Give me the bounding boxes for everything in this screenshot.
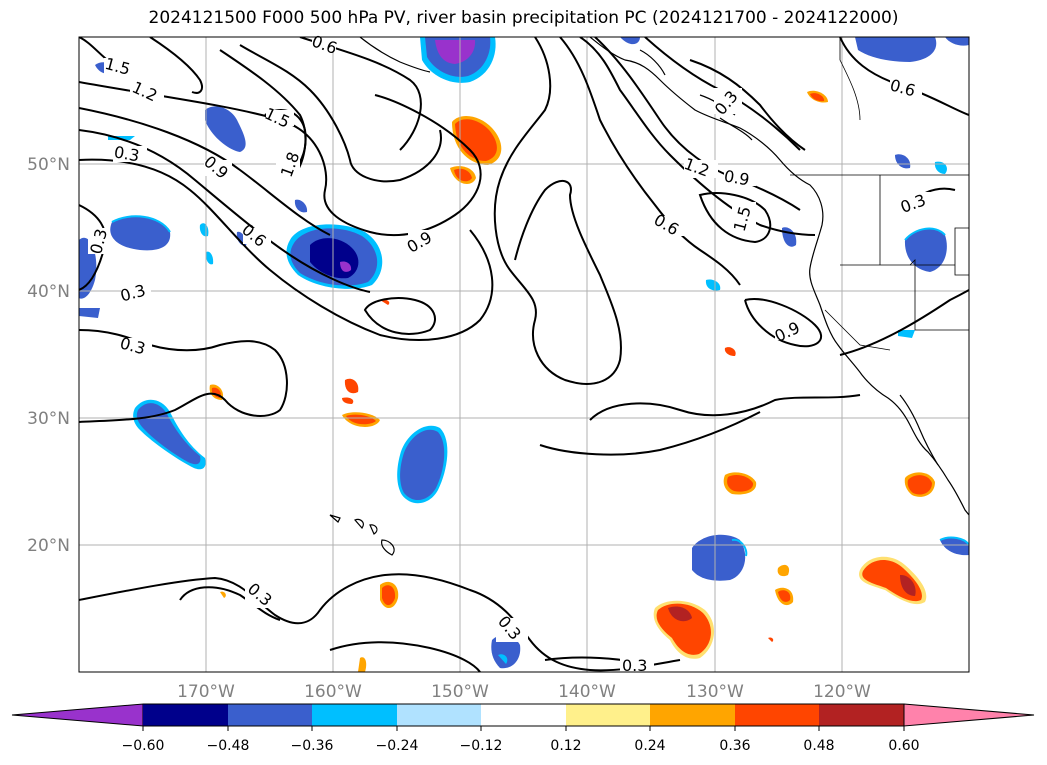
political-borders	[790, 37, 969, 351]
colorbar-tick-label: 0.36	[719, 738, 750, 754]
contour-label: 0.9	[723, 166, 751, 189]
lat-label: 50°N	[27, 155, 70, 175]
precip-negative-blob	[491, 635, 521, 669]
map-title: 2024121500 F000 500 hPa PV, river basin …	[148, 8, 899, 28]
colorbar: −0.60 −0.48 −0.36 −0.24 −0.12 0.12 0.24 …	[11, 703, 1035, 754]
colorbar-segment	[228, 704, 312, 726]
colorbar-tick-label: −0.48	[207, 738, 250, 754]
colorbar-segment	[143, 704, 228, 726]
lon-label: 130°W	[686, 682, 744, 702]
colorbar-tick-label: 0.48	[803, 738, 834, 754]
contour-labels: 1.5 1.2 0.3 0.9 0.6 1.5 1.8 0.6 0.9 0.3 …	[86, 31, 932, 675]
precip-negative-blob	[110, 216, 171, 251]
lon-label: 150°W	[431, 682, 489, 702]
colorbar-ticks	[142, 726, 905, 731]
precip-negative-blob	[855, 37, 937, 62]
lat-label: 20°N	[27, 536, 70, 556]
precip-negative-blob	[205, 106, 246, 152]
colorbar-tick-label: −0.36	[291, 738, 334, 754]
colorbar-segment	[481, 704, 566, 726]
colorbar-segment	[566, 704, 650, 726]
colorbar-extend-low	[11, 703, 144, 727]
contour-label: 0.3	[622, 656, 647, 675]
colorbar-tick-label: −0.12	[460, 738, 503, 754]
colorbar-extend-high	[903, 703, 1035, 727]
colorbar-tick-labels: −0.60 −0.48 −0.36 −0.24 −0.12 0.12 0.24 …	[122, 738, 920, 754]
lat-label: 30°N	[27, 409, 70, 429]
lon-label: 120°W	[813, 682, 871, 702]
colorbar-segment	[819, 704, 904, 726]
colorbar-segment	[312, 704, 397, 726]
colorbar-tick-label: −0.24	[376, 738, 419, 754]
lon-label: 170°W	[177, 682, 235, 702]
latitude-labels: 50°N 40°N 30°N 20°N	[27, 155, 70, 556]
lon-label: 160°W	[304, 682, 362, 702]
colorbar-tick-label: 0.12	[550, 738, 581, 754]
precip-negative-blob	[692, 534, 746, 581]
colorbar-tick-label: 0.24	[634, 738, 665, 754]
colorbar-tick-label: −0.60	[122, 738, 165, 754]
longitude-labels: 170°W 160°W 150°W 140°W 130°W 120°W	[177, 682, 871, 702]
colorbar-segment	[650, 704, 735, 726]
colorbar-segment	[397, 704, 481, 726]
map-frame	[78, 36, 970, 673]
contour-label: 0.3	[113, 142, 141, 165]
colorbar-segment	[735, 704, 819, 726]
colorbar-tick-label: 0.60	[888, 738, 919, 754]
lat-label: 40°N	[27, 282, 70, 302]
lon-label: 140°W	[558, 682, 616, 702]
